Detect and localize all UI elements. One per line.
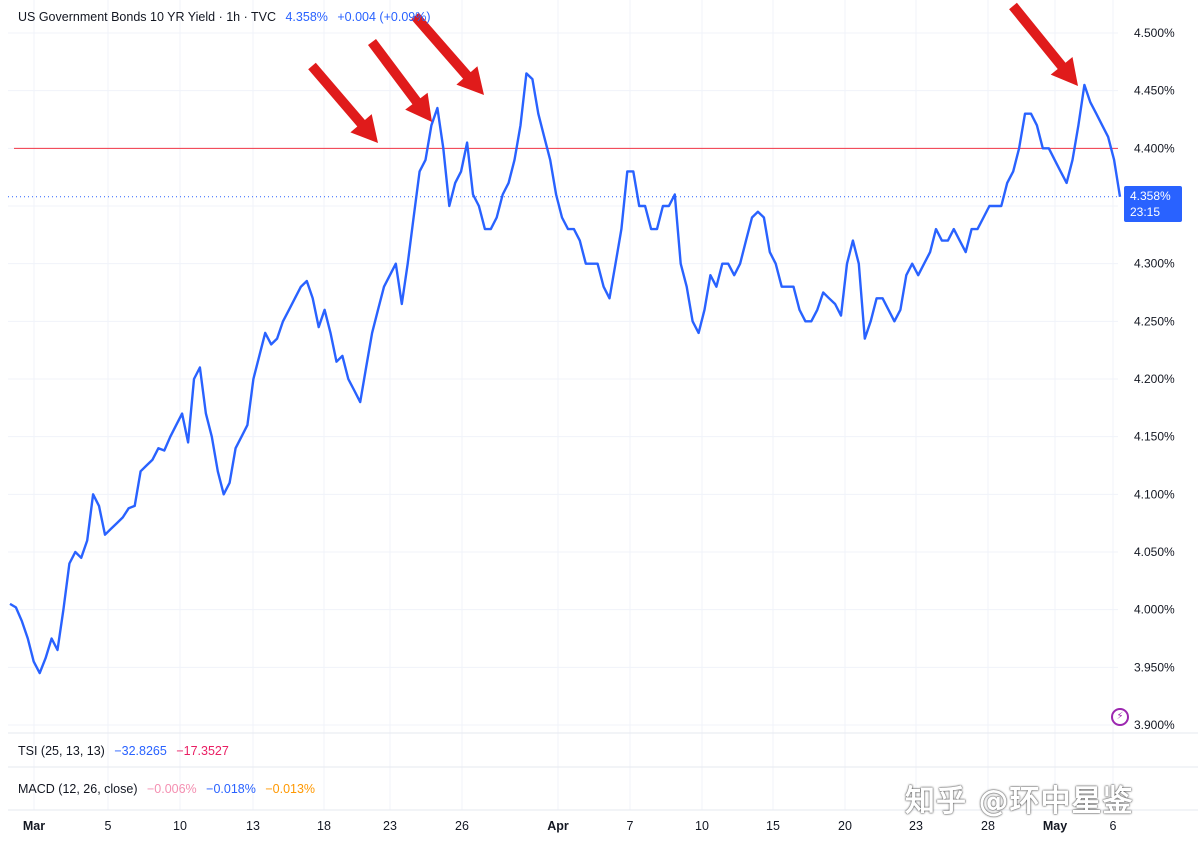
- x-tick-label: 10: [695, 819, 709, 833]
- x-tick-label: May: [1043, 819, 1067, 833]
- y-tick-label: 4.250%: [1134, 314, 1175, 328]
- symbol-title: US Government Bonds 10 YR Yield · 1h · T…: [18, 10, 276, 24]
- x-tick-label: 23: [383, 819, 397, 833]
- grid-horizontal: [8, 32, 1118, 726]
- x-axis-labels: Mar 5 10 13 18 23 26 Apr 7 10 15 20 23 28 May 6: [23, 819, 1117, 833]
- chart-legend: US Government Bonds 10 YR Yield · 1h · T…: [18, 10, 431, 24]
- price-tag-countdown: 23:15: [1130, 205, 1161, 219]
- red-arrow-icon: [411, 12, 484, 96]
- y-tick-label: 3.900%: [1134, 718, 1175, 732]
- tsi-value-1: −32.8265: [114, 744, 167, 758]
- red-arrow-icon: [308, 62, 378, 144]
- tradingview-logo-icon[interactable]: ⚡: [1111, 708, 1129, 726]
- x-tick-label: 20: [838, 819, 852, 833]
- price-change: +0.004 (+0.09%): [337, 10, 431, 24]
- y-tick-label: 4.150%: [1134, 430, 1175, 444]
- annotation-arrows: [308, 2, 1078, 144]
- y-tick-label: 4.050%: [1134, 545, 1175, 559]
- x-tick-label: 10: [173, 819, 187, 833]
- x-tick-label: 7: [627, 819, 634, 833]
- yield-series-line: [9, 72, 1122, 675]
- x-tick-label: 15: [766, 819, 780, 833]
- y-axis-labels: 3.900% 3.950% 4.000% 4.050% 4.100% 4.150% 4.20…: [1134, 26, 1175, 732]
- price-tag-value: 4.358%: [1130, 189, 1171, 203]
- macd-value-2: −0.018%: [206, 782, 256, 796]
- last-price: 4.358%: [285, 10, 328, 24]
- x-tick-label: 26: [455, 819, 469, 833]
- red-arrow-icon: [1009, 2, 1078, 86]
- x-tick-label: 6: [1110, 819, 1117, 833]
- y-tick-label: 4.200%: [1134, 372, 1175, 386]
- y-tick-label: 3.950%: [1134, 660, 1175, 674]
- x-tick-label: 13: [246, 819, 260, 833]
- tsi-label: TSI (25, 13, 13): [18, 744, 105, 758]
- macd-value-3: −0.013%: [265, 782, 316, 796]
- x-tick-label: 28: [981, 819, 995, 833]
- x-tick-label: Mar: [23, 819, 45, 833]
- x-tick-label: Apr: [547, 819, 569, 833]
- y-tick-label: 4.500%: [1134, 26, 1175, 40]
- macd-value-1: −0.006%: [146, 782, 197, 796]
- y-tick-label: 4.400%: [1134, 141, 1175, 155]
- red-arrow-icon: [368, 39, 432, 122]
- tsi-indicator-legend[interactable]: TSI (25, 13, 13) −32.8265 −17.3527: [18, 744, 229, 758]
- x-tick-label: 5: [105, 819, 112, 833]
- x-tick-label: 23: [909, 819, 923, 833]
- x-tick-label: 18: [317, 819, 331, 833]
- tsi-value-2: −17.3527: [176, 744, 229, 758]
- y-tick-label: 4.100%: [1134, 487, 1175, 501]
- y-tick-label: 4.300%: [1134, 257, 1175, 271]
- grid-vertical: [33, 0, 1114, 810]
- macd-label: MACD (12, 26, close): [18, 782, 138, 796]
- macd-indicator-legend[interactable]: MACD (12, 26, close) −0.006% −0.018% −0.…: [18, 782, 315, 796]
- watermark: 知乎 @环中星鉴: [905, 784, 1134, 819]
- y-tick-label: 4.000%: [1134, 603, 1175, 617]
- last-price-tag: 4.358% 23:15: [1124, 186, 1182, 222]
- y-tick-label: 4.450%: [1134, 84, 1175, 98]
